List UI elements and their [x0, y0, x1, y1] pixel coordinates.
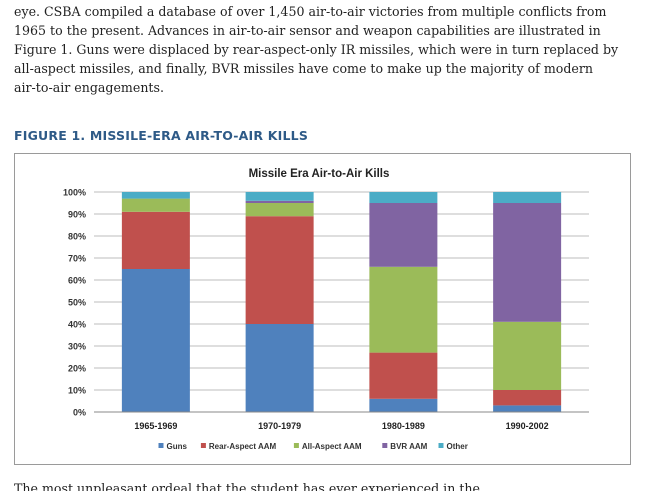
x-tick-label: 1980-1989 [382, 421, 425, 431]
legend-swatch [438, 443, 444, 448]
x-tick-label: 1970-1979 [258, 421, 301, 431]
x-tick-label: 1965-1969 [134, 421, 177, 431]
bar-segment [245, 324, 314, 412]
y-tick-label: 90% [68, 210, 86, 220]
chart-title: Missile Era Air-to-Air Kills [249, 168, 390, 180]
bar-segment [493, 405, 562, 412]
y-tick-label: 100% [63, 188, 86, 198]
bar-segment [121, 211, 190, 269]
legend-swatch [158, 443, 164, 448]
bar-segment [121, 198, 190, 212]
body-paragraph: eye. CSBA compiled a database of over 1,… [14, 2, 639, 97]
y-tick-label: 80% [68, 232, 86, 242]
bar-segment [493, 390, 562, 406]
bar-segment [369, 352, 438, 399]
y-tick-label: 20% [68, 364, 86, 374]
next-paragraph-fragment: The most unpleasant ordeal that the stud… [14, 481, 496, 491]
y-tick-label: 50% [68, 298, 86, 308]
bar-segment [369, 266, 438, 353]
bar-segment [493, 203, 562, 322]
legend-swatch [200, 443, 206, 448]
y-tick-label: 0% [73, 408, 86, 418]
bar-segment [245, 216, 314, 324]
y-tick-label: 70% [68, 254, 86, 264]
paragraph-line: eye. CSBA compiled a database of over 1,… [14, 4, 607, 19]
bar-segment [493, 321, 562, 390]
bar-segment [121, 269, 190, 412]
legend-label: Guns [167, 442, 188, 451]
legend-label: Other [447, 442, 468, 451]
legend-item: Other [438, 442, 468, 451]
paragraph-line: 1965 to the present. Advances in air-to-… [14, 23, 601, 38]
legend-label: Rear-Aspect AAM [209, 442, 277, 451]
paragraph-line: Figure 1. Guns were displaced by rear-as… [14, 42, 619, 57]
bar-segment [369, 192, 438, 203]
paragraph-line: air-to-air engagements. [14, 80, 164, 95]
y-tick-label: 10% [68, 386, 86, 396]
legend-label: All-Aspect AAM [302, 442, 362, 451]
legend-item: All-Aspect AAM [293, 442, 362, 451]
bar-segment [493, 192, 562, 203]
figure-caption: FIGURE 1. MISSILE-ERA AIR-TO-AIR KILLS [14, 128, 309, 143]
bar-segment [245, 200, 314, 203]
bar-segment [121, 192, 190, 199]
legend-swatch [382, 443, 388, 448]
stacked-bar-chart: Missile Era Air-to-Air Kills 0% 10% 20% 30%… [63, 168, 589, 451]
legend-item: Rear-Aspect AAM [200, 442, 277, 451]
paragraph-line: all-aspect missiles, and finally, BVR mi… [14, 61, 593, 76]
x-tick-label: 1990-2002 [506, 421, 549, 431]
legend-item: Guns [158, 442, 188, 451]
legend-item: BVR AAM [382, 442, 428, 451]
y-tick-label: 40% [68, 320, 86, 330]
bar-segment [245, 203, 314, 217]
bar-segment [369, 398, 438, 412]
legend-label: BVR AAM [390, 442, 427, 451]
bar-segment [369, 203, 438, 267]
legend-swatch [293, 443, 299, 448]
y-tick-label: 60% [68, 276, 86, 286]
y-tick-label: 30% [68, 342, 86, 352]
bar-segment [245, 192, 314, 201]
chart-frame: Missile Era Air-to-Air Kills 0% 10% 20% 30%… [14, 153, 631, 465]
